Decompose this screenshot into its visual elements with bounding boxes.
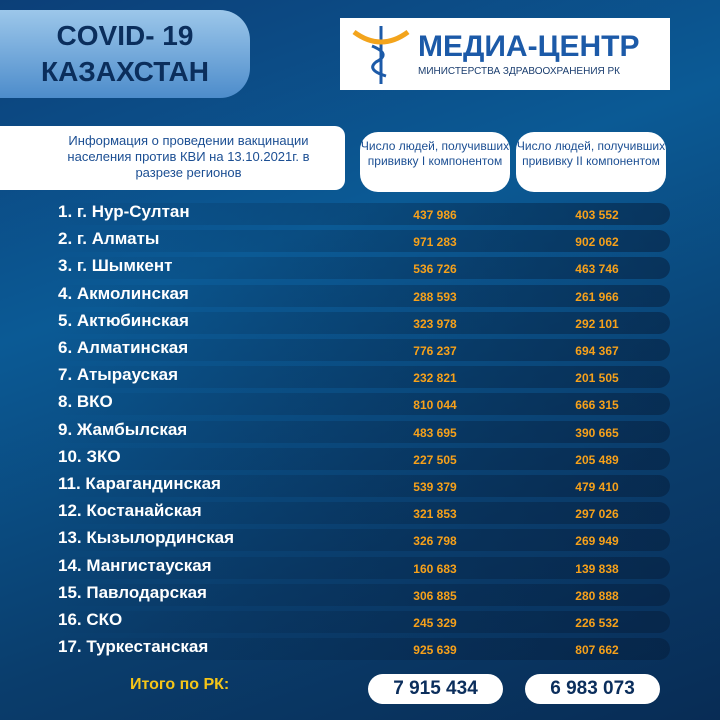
first-dose-value: 326 798 <box>413 534 457 549</box>
second-dose-value: 390 665 <box>575 425 619 440</box>
second-dose-value: 261 966 <box>575 289 619 304</box>
second-dose-value: 269 949 <box>575 534 619 549</box>
region-name: 8. ВКО <box>58 392 113 412</box>
region-name: 2. г. Алматы <box>58 229 160 249</box>
first-dose-value: 288 593 <box>413 289 457 304</box>
row-background <box>50 339 670 361</box>
row-background <box>50 366 670 389</box>
first-dose-value: 306 885 <box>413 588 457 603</box>
first-dose-value: 536 726 <box>413 262 457 277</box>
region-name: 7. Атырауская <box>58 365 179 385</box>
badge: COVID- 19 КАЗАХСТАН <box>0 10 250 98</box>
row-background <box>50 393 670 416</box>
row-background <box>50 311 670 334</box>
region-name: 6. Алматинская <box>58 338 189 357</box>
second-dose-value: 292 101 <box>575 316 619 331</box>
second-dose-value: 807 662 <box>575 643 619 658</box>
row-background <box>50 502 670 525</box>
region-name: 12. Костанайская <box>58 501 202 521</box>
total-value: 6 983 073 <box>525 674 660 704</box>
caption: Информация о проведении вакцинации насел… <box>0 126 345 190</box>
region-name: 15. Павлодарская <box>58 582 207 602</box>
total-value: 7 915 434 <box>368 674 503 704</box>
region-name: 10. ЗКО <box>58 446 121 466</box>
row-background <box>50 284 670 307</box>
first-dose-value: 925 639 <box>413 643 457 658</box>
first-dose-value: 971 283 <box>413 235 457 250</box>
first-dose-value: 321 853 <box>413 507 457 522</box>
second-dose-value: 479 410 <box>575 480 619 494</box>
column-header: Число людей, получивших прививку II комп… <box>516 132 666 192</box>
row-background <box>50 475 670 497</box>
row-background <box>50 447 670 470</box>
first-dose-value: 810 044 <box>413 398 457 413</box>
second-dose-value: 201 505 <box>575 371 619 386</box>
region-name: 9. Жамбылская <box>58 419 188 439</box>
row-background <box>50 203 670 225</box>
logo-icon <box>352 26 410 84</box>
second-dose-value: 666 315 <box>575 398 619 413</box>
total-label: Итого по РК: <box>130 676 230 693</box>
row-background <box>50 583 670 606</box>
region-name: 14. Мангистауская <box>58 555 212 575</box>
column-header: Число людей, получивших прививку I компо… <box>360 132 510 192</box>
first-dose-value: 232 821 <box>413 371 457 386</box>
first-dose-value: 539 379 <box>413 480 457 494</box>
second-dose-value: 280 888 <box>575 588 619 603</box>
region-name: 13. Кызылординская <box>58 528 234 548</box>
region-name: 1. г. Нур-Султан <box>58 202 190 221</box>
second-dose-value: 226 532 <box>575 616 619 630</box>
region-name: 16. СКО <box>58 610 123 629</box>
first-dose-value: 437 986 <box>413 208 457 222</box>
logo-title: МЕДИА-ЦЕНТР <box>418 30 640 63</box>
logo-subtitle: МИНИСТЕРСТВА ЗДРАВООХРАНЕНИЯ РК <box>418 66 621 77</box>
row-background <box>50 556 670 579</box>
second-dose-value: 139 838 <box>575 561 619 576</box>
second-dose-value: 694 367 <box>575 344 619 358</box>
region-name: 17. Туркестанская <box>58 637 209 657</box>
first-dose-value: 245 329 <box>413 616 457 630</box>
row-background <box>50 611 670 633</box>
row-background <box>50 638 670 661</box>
second-dose-value: 297 026 <box>575 507 619 522</box>
badge-line: COVID- 19 <box>56 20 194 51</box>
first-dose-value: 160 683 <box>413 561 457 576</box>
row-background <box>50 529 670 552</box>
second-dose-value: 463 746 <box>575 262 619 277</box>
badge-line: КАЗАХСТАН <box>41 56 209 87</box>
first-dose-value: 323 978 <box>413 316 457 331</box>
second-dose-value: 205 489 <box>575 452 619 467</box>
region-name: 3. г. Шымкент <box>58 256 173 276</box>
first-dose-value: 776 237 <box>413 344 457 358</box>
row-background <box>50 257 670 280</box>
second-dose-value: 902 062 <box>575 235 619 250</box>
second-dose-value: 403 552 <box>575 208 619 222</box>
first-dose-value: 227 505 <box>413 452 457 467</box>
row-background <box>50 230 670 253</box>
first-dose-value: 483 695 <box>413 425 457 440</box>
row-background <box>50 420 670 443</box>
logo: МЕДИА-ЦЕНТР МИНИСТЕРСТВА ЗДРАВООХРАНЕНИЯ… <box>340 18 670 90</box>
region-name: 5. Актюбинская <box>58 310 189 330</box>
region-name: 11. Карагандинская <box>58 474 221 493</box>
region-name: 4. Акмолинская <box>58 283 189 303</box>
